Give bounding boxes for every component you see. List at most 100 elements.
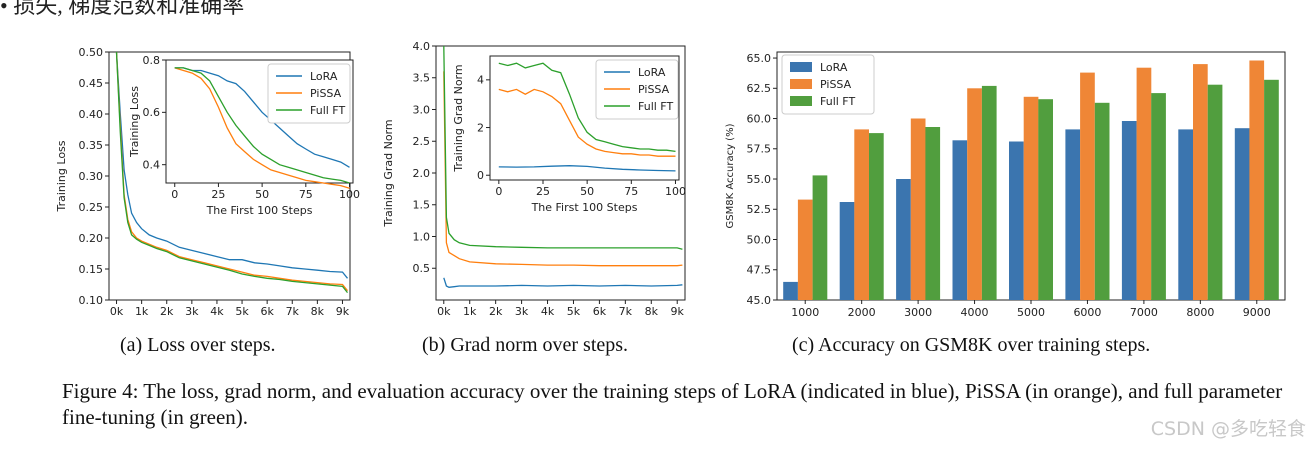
- acc-bar-full-ft-6000: [1094, 102, 1110, 300]
- acc-legend-label-0: LoRA: [820, 61, 848, 74]
- loss-inset-legend-box: [267, 63, 351, 124]
- grad-inset-xtick-label-4: 100: [665, 185, 686, 198]
- loss-xtick-label-9: 9k: [336, 305, 350, 318]
- loss-inset-xtick-label-3: 75: [299, 188, 313, 201]
- acc-bar-lora-6000: [1065, 129, 1081, 300]
- acc-legend-swatch-0: [790, 62, 812, 72]
- grad-line-pissa: [443, 71, 683, 267]
- watermark: CSDN @多吃轻食: [1150, 418, 1306, 440]
- grad-ytick-label-1: 1.0: [413, 230, 431, 243]
- grad-ytick-label-4: 2.5: [413, 135, 431, 148]
- acc-ytick-label-1: 47.5: [747, 264, 772, 277]
- loss-inset-line-pissa: [174, 67, 350, 189]
- acc-xtick-label-5: 6000: [1073, 306, 1101, 319]
- acc-xtick-label-0: 1000: [791, 306, 819, 319]
- loss-inset-ytick-label-2: 0.8: [143, 54, 161, 67]
- grad-inset-legend-label-2: Full FT: [638, 100, 673, 113]
- acc-bar-full-ft-4000: [981, 85, 997, 301]
- acc-legend-swatch-2: [790, 96, 812, 106]
- acc-bar-full-ft-7000: [1151, 93, 1166, 300]
- acc-bar-pissa-6000: [1080, 72, 1095, 300]
- grad-ytick-label-5: 3.0: [413, 103, 431, 116]
- loss-series-group: [115, 52, 349, 294]
- grad-inset-ytick-label-2: 4: [477, 74, 484, 87]
- acc-legend-label-1: PiSSA: [820, 78, 852, 91]
- acc-ytick-label-0: 45.0: [747, 294, 772, 307]
- grad-xtick-label-4: 4k: [541, 305, 555, 318]
- caption-grad-norm: (b) Grad norm over steps.: [422, 334, 629, 356]
- acc-bar-lora-5000: [1009, 141, 1024, 300]
- grad-series-group: [443, 46, 683, 288]
- grad-inset-xtick-label-3: 75: [624, 185, 638, 198]
- loss-ytick-label-1: 0.15: [79, 263, 104, 276]
- grad-inset-ylabel: Training Grad Norm: [452, 64, 465, 172]
- loss-ytick-label-2: 0.20: [79, 232, 104, 245]
- loss-inset-xtick-label-0: 0: [171, 188, 178, 201]
- grad-xtick-label-5: 5k: [567, 305, 581, 318]
- acc-ytick-label-2: 50.0: [747, 233, 772, 246]
- acc-bar-lora-8000: [1178, 129, 1193, 300]
- loss-inset-xlabel: The First 100 Steps: [206, 204, 313, 217]
- loss-xtick-label-4: 4k: [210, 305, 224, 318]
- acc-bar-lora-4000: [952, 140, 968, 300]
- grad-line-full-ft: [443, 46, 683, 250]
- loss-line-full-ft: [115, 52, 349, 294]
- grad-line-lora: [443, 277, 683, 288]
- loss-xtick-label-7: 7k: [286, 305, 300, 318]
- acc-xtick-label-6: 7000: [1130, 306, 1158, 319]
- acc-bar-lora-7000: [1121, 121, 1137, 300]
- acc-ytick-label-3: 52.5: [747, 203, 772, 216]
- grad-xtick-label-3: 3k: [515, 305, 529, 318]
- charts-canvas: 0k 1k 2k 3k 4k 5k 6k 7k 8k 9k 0.10 0.15 0.20 0.25 0.30…: [55, 40, 1286, 319]
- acc-bar-pissa-5000: [1023, 96, 1039, 300]
- grad-xtick-label-1: 1k: [463, 305, 477, 318]
- acc-ylabel: GSM8K Accuracy (%): [725, 123, 736, 228]
- acc-bar-lora-9000: [1234, 128, 1250, 300]
- grad-ytick-label-2: 1.5: [413, 199, 431, 212]
- loss-xtick-label-3: 3k: [185, 305, 199, 318]
- loss-inset-legend-label-2: Full FT: [310, 104, 345, 117]
- acc-bar-pissa-9000: [1249, 60, 1265, 300]
- loss-xtick-label-0: 0k: [110, 305, 124, 318]
- acc-xtick-label-7: 8000: [1186, 306, 1214, 319]
- loss-ytick-label-4: 0.30: [79, 170, 104, 183]
- figure-caption: Figure 4: The loss, grad norm, and evalu…: [62, 379, 1283, 429]
- loss-line-lora: [115, 52, 349, 279]
- acc-bar-lora-3000: [896, 179, 911, 300]
- grad-inset-xlabel: The First 100 Steps: [531, 201, 638, 214]
- acc-bar-full-ft-1000: [812, 175, 828, 300]
- acc-bar-pissa-3000: [910, 118, 926, 300]
- acc-xtick-label-8: 9000: [1243, 306, 1271, 319]
- grad-ytick-label-6: 3.5: [413, 72, 431, 85]
- acc-xtick-label-3: 4000: [961, 306, 989, 319]
- acc-bar-pissa-8000: [1193, 64, 1208, 300]
- acc-bar-full-ft-2000: [869, 133, 884, 300]
- loss-inset-xtick-label-4: 100: [339, 188, 360, 201]
- loss-ytick-label-3: 0.25: [79, 201, 104, 214]
- acc-bar-pissa-7000: [1136, 67, 1152, 300]
- loss-ytick-label-7: 0.45: [79, 77, 104, 90]
- grad-inset-xtick-label-1: 25: [536, 185, 550, 198]
- loss-xtick-label-6: 6k: [260, 305, 274, 318]
- grad-inset-line-pissa: [498, 88, 676, 157]
- loss-xtick-label-2: 2k: [160, 305, 174, 318]
- acc-bar-full-ft-9000: [1264, 79, 1279, 300]
- loss-ytick-label-5: 0.35: [79, 139, 104, 152]
- acc-ytick-label-5: 57.5: [747, 143, 772, 156]
- grad-ytick-label-0: 0.5: [413, 262, 431, 275]
- acc-bar-pissa-2000: [854, 129, 869, 300]
- loss-ytick-label-0: 0.10: [79, 294, 104, 307]
- acc-ytick-label-6: 60.0: [747, 112, 772, 125]
- grad-xtick-label-8: 8k: [645, 305, 659, 318]
- section-header-fragment: • 损失, 梯度范数和准确率: [0, 0, 245, 18]
- grad-xtick-label-6: 6k: [593, 305, 607, 318]
- grad-inset-legend-label-0: LoRA: [638, 66, 666, 79]
- loss-line-pissa: [115, 52, 349, 292]
- grad-xtick-label-0: 0k: [437, 305, 451, 318]
- loss-inset-xtick-label-2: 50: [255, 188, 269, 201]
- grad-inset-line-full-ft: [498, 62, 676, 153]
- loss-inset-legend-label-1: PiSSA: [310, 87, 342, 100]
- grad-inset-ytick-label-0: 0: [477, 169, 484, 182]
- acc-ytick-label-8: 65.0: [747, 52, 772, 65]
